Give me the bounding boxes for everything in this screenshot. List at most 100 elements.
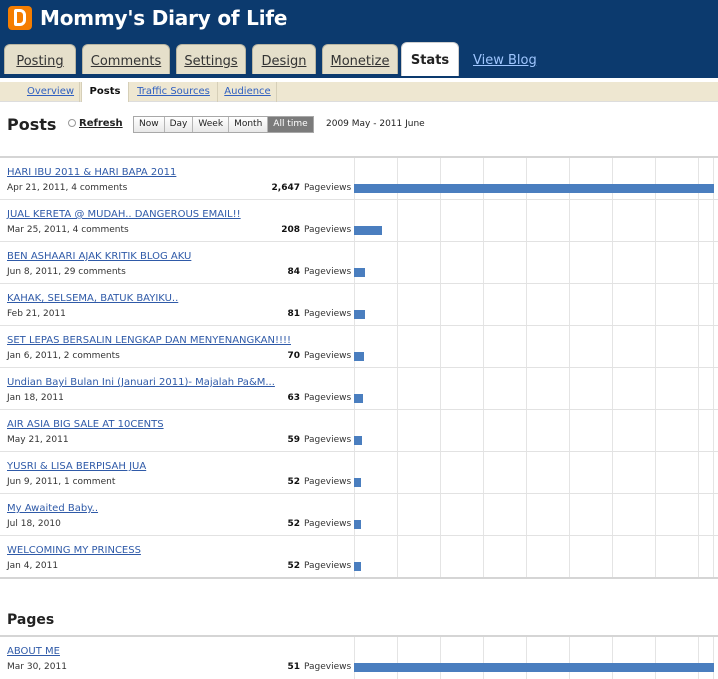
- post-title-link[interactable]: My Awaited Baby..: [7, 503, 99, 514]
- post-title-link[interactable]: Undian Bayi Bulan Ini (Januari 2011)- Ma…: [7, 377, 275, 388]
- range-week-button[interactable]: Week: [193, 117, 230, 132]
- tab-settings[interactable]: Settings: [176, 44, 246, 74]
- subtab-overview[interactable]: Overview: [22, 82, 80, 102]
- post-title-link[interactable]: WELCOMING MY PRINCESS: [7, 545, 141, 556]
- subtab-audience[interactable]: Audience: [219, 82, 277, 102]
- pageview-count: 70: [287, 351, 300, 361]
- subtab-traffic-sources[interactable]: Traffic Sources: [130, 82, 218, 102]
- chart-gridline: [569, 158, 570, 578]
- tab-comments[interactable]: Comments: [82, 44, 170, 74]
- chart-gridline: [354, 637, 355, 679]
- pageview-count: 81: [287, 309, 300, 319]
- pageview-unit: Pageviews: [304, 183, 352, 193]
- tab-label: Design: [261, 54, 307, 69]
- pageview-unit: Pageviews: [304, 662, 352, 672]
- chart-gridline: [440, 637, 441, 679]
- chart-gridline: [526, 637, 527, 679]
- pageview-unit: Pageviews: [304, 225, 352, 235]
- pageview-count: 51: [287, 662, 300, 672]
- table-row: AIR ASIA BIG SALE AT 10CENTS May 21, 2011…: [0, 410, 718, 452]
- tab-posting[interactable]: Posting: [4, 44, 76, 74]
- post-meta: Jan 6, 2011, 2 comments: [7, 351, 120, 361]
- chart-gridline: [483, 158, 484, 578]
- range-month-button[interactable]: Month: [229, 117, 269, 132]
- tab-label: Comments: [90, 54, 162, 69]
- pageview-count: 2,647: [271, 183, 300, 193]
- range-all-time-button[interactable]: All time: [268, 117, 313, 132]
- pageview-bar: [354, 310, 365, 319]
- pageview-count: 52: [287, 561, 300, 571]
- pageview-count: 59: [287, 435, 300, 445]
- blogger-logo-icon[interactable]: [8, 6, 32, 30]
- pageview-bar: [354, 436, 362, 445]
- post-meta: Jan 18, 2011: [7, 393, 64, 403]
- pageview-unit: Pageviews: [304, 435, 352, 445]
- table-bottom-border: [0, 577, 718, 579]
- post-meta: Mar 25, 2011, 4 comments: [7, 225, 129, 235]
- table-row: Undian Bayi Bulan Ini (Januari 2011)- Ma…: [0, 368, 718, 410]
- tab-stats[interactable]: Stats: [401, 42, 459, 76]
- pageview-unit: Pageviews: [304, 351, 352, 361]
- pageview-unit: Pageviews: [304, 561, 352, 571]
- pageview-bar: [354, 394, 363, 403]
- tab-label: Posting: [16, 54, 64, 69]
- pageview-count: 208: [281, 225, 300, 235]
- pageview-bar: [354, 663, 714, 672]
- refresh-label: Refresh: [79, 118, 123, 129]
- time-range-selector: Now Day Week Month All time: [133, 116, 314, 133]
- post-title-link[interactable]: YUSRI & LISA BERPISAH JUA: [7, 461, 147, 472]
- table-row: KAHAK, SELSEMA, BATUK BAYIKU.. Feb 21, 20…: [0, 284, 718, 326]
- tab-design[interactable]: Design: [252, 44, 316, 74]
- post-meta: Jun 8, 2011, 29 comments: [7, 267, 126, 277]
- post-title-link[interactable]: AIR ASIA BIG SALE AT 10CENTS: [7, 419, 164, 430]
- subtab-posts[interactable]: Posts: [81, 82, 129, 102]
- table-row: JUAL KERETA @ MUDAH.. DANGEROUS EMAIL!! M…: [0, 200, 718, 242]
- pageview-bar: [354, 184, 714, 193]
- pageview-bar: [354, 352, 364, 361]
- post-title-link[interactable]: JUAL KERETA @ MUDAH.. DANGEROUS EMAIL!!: [7, 209, 241, 220]
- refresh-icon: [68, 119, 76, 127]
- post-title-link[interactable]: KAHAK, SELSEMA, BATUK BAYIKU..: [7, 293, 179, 304]
- chart-gridline: [698, 158, 699, 578]
- pageview-unit: Pageviews: [304, 309, 352, 319]
- post-meta: Jan 4, 2011: [7, 561, 59, 571]
- pageview-bar: [354, 478, 361, 487]
- pageview-unit: Pageviews: [304, 477, 352, 487]
- pageview-count: 84: [287, 267, 300, 277]
- chart-gridline: [354, 158, 355, 578]
- post-meta: Jul 18, 2010: [7, 519, 61, 529]
- post-title-link[interactable]: BEN ASHAARI AJAK KRITIK BLOG AKU: [7, 251, 192, 262]
- table-row: YUSRI & LISA BERPISAH JUA Jun 9, 2011, 1 …: [0, 452, 718, 494]
- chart-gridline: [655, 637, 656, 679]
- refresh-button[interactable]: Refresh: [68, 118, 123, 129]
- post-meta: Jun 9, 2011, 1 comment: [7, 477, 116, 487]
- range-now-button[interactable]: Now: [134, 117, 165, 132]
- post-meta: Apr 21, 2011, 4 comments: [7, 183, 128, 193]
- pages-section-title: Pages: [7, 612, 55, 628]
- table-top-border: [0, 635, 718, 637]
- post-title-link[interactable]: SET LEPAS BERSALIN LENGKAP DAN MENYENANG…: [7, 335, 291, 346]
- blog-title: Mommy's Diary of Life: [40, 6, 288, 30]
- page-meta: Mar 30, 2011: [7, 662, 67, 672]
- chart-gridline: [440, 158, 441, 578]
- page-title-link[interactable]: ABOUT ME: [7, 646, 60, 657]
- pageview-count: 63: [287, 393, 300, 403]
- tab-monetize[interactable]: Monetize: [322, 44, 398, 74]
- table-row: ABOUT ME Mar 30, 2011 51 Pageviews: [0, 637, 718, 679]
- page-title: Posts: [7, 115, 57, 134]
- chart-gridline: [713, 637, 714, 679]
- subnav-bar: [0, 82, 718, 102]
- chart-gridline: [713, 158, 714, 578]
- app-header: Mommy's Diary of Life Posting Comments S…: [0, 0, 718, 78]
- chart-gridline: [612, 637, 613, 679]
- pageview-unit: Pageviews: [304, 267, 352, 277]
- view-blog-link[interactable]: View Blog: [473, 53, 537, 68]
- pageview-count: 52: [287, 477, 300, 487]
- table-row: BEN ASHAARI AJAK KRITIK BLOG AKU Jun 8, 2…: [0, 242, 718, 284]
- chart-gridline: [526, 158, 527, 578]
- tab-label: Stats: [410, 53, 450, 68]
- chart-gridline: [569, 637, 570, 679]
- range-day-button[interactable]: Day: [164, 117, 194, 132]
- post-meta: May 21, 2011: [7, 435, 69, 445]
- post-title-link[interactable]: HARI IBU 2011 & HARI BAPA 2011: [7, 167, 177, 178]
